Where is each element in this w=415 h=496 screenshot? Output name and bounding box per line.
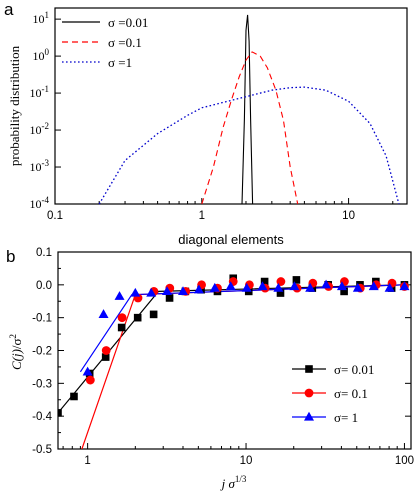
panel-b-marker-triangle (209, 282, 220, 292)
panel-b-ytick-label: -0.2 (32, 346, 52, 358)
panel-b-xtick-label: 100 (395, 455, 414, 467)
panel-b-marker-triangle (146, 287, 157, 297)
panel-a-xlabel: diagonal elements (178, 232, 284, 247)
panel-b-fit-line (79, 284, 405, 373)
panel-b-legend-label: σ= 1 (334, 410, 358, 425)
panel-b-marker-triangle (130, 287, 141, 297)
panel-b-ytick-label: -0.3 (32, 378, 52, 390)
panel-a-ytick-label: 10-3 (30, 158, 50, 174)
panel-a-frame (54, 7, 408, 205)
panel-a-ytick-label: 100 (33, 47, 50, 63)
panel-a-legend-label: σ =0.01 (108, 15, 148, 30)
panel-b-legend-marker (305, 365, 313, 373)
panel-b-marker-triangle (178, 286, 189, 295)
panel-a-series-line (98, 86, 400, 205)
panel-b-ytick-label: 0.1 (36, 247, 52, 259)
panel-b-marker-triangle (98, 309, 109, 318)
panel-a-xtick-label: 1 (199, 210, 205, 222)
panel-label-a: a (4, 0, 14, 19)
panel-b-legend-marker (304, 388, 314, 398)
panel-a-ytick-label: 101 (33, 10, 50, 26)
panel-b-marker-square (149, 310, 158, 319)
panel-b-marker-circle (101, 346, 111, 355)
panel-a-ytick-label: 10-4 (30, 195, 50, 211)
panel-b-marker-triangle (257, 281, 268, 291)
panel-b-ytick-label: -0.1 (32, 313, 52, 325)
panel-b-marker-square (70, 392, 78, 401)
panel-b-plot (58, 274, 410, 449)
panel-b-marker-square (101, 353, 110, 361)
panel-b-ytick-label: 0.0 (36, 280, 52, 292)
panel-a-series-line (201, 51, 299, 205)
panel-b-legend-label: σ= 0.1 (334, 386, 368, 401)
panel-a-xtick-label: 10 (342, 210, 355, 222)
panel-b-marker-triangle (305, 282, 316, 292)
panel-b-marker-square (260, 277, 269, 286)
panel-a-ytick-label: 10-1 (30, 84, 50, 100)
panel-b-xlabel: j σ1/3 (220, 474, 247, 491)
panel-b-xtick-label: 10 (240, 455, 253, 467)
panel-b-marker-square (133, 313, 142, 322)
panel-b-marker-triangle (352, 282, 363, 292)
panel-b-marker-triangle (162, 286, 173, 295)
panel-b-marker-triangle (241, 282, 252, 292)
panel-b-marker-triangle (193, 284, 204, 294)
panel-b-marker-circle (117, 313, 127, 323)
panel-b-marker-square (165, 294, 174, 302)
panel-b-marker-triangle (399, 281, 410, 291)
panel-a-xtick-label: 0.1 (47, 210, 63, 222)
panel-b-marker-triangle (82, 366, 93, 376)
panel-b-marker-triangle (273, 282, 284, 292)
panel-b-marker-square (58, 409, 62, 417)
panel-b-marker-triangle (289, 281, 300, 291)
panel-b-ytick-label: -0.5 (32, 444, 52, 456)
panel-b-marker-square (276, 289, 285, 297)
panel-b-ytick-label: -0.4 (32, 411, 52, 423)
panel-b-marker-square (117, 323, 126, 332)
panel-b-marker-triangle (336, 281, 347, 291)
panel-b-marker-square (292, 276, 301, 284)
panel-b-marker-triangle (321, 279, 332, 289)
panel-a-legend-label: σ =0.1 (108, 35, 142, 50)
panel-b-legend-marker (304, 411, 314, 421)
panel-b-ylabel: C(j)/σ2 (8, 334, 24, 370)
panel-b-marker-triangle (114, 291, 125, 300)
panel-b-marker-triangle (225, 281, 236, 291)
panel-b-marker-square (340, 287, 348, 296)
panel-a-series-line (241, 14, 254, 205)
panel-label-b: b (6, 247, 15, 266)
panel-b-marker-circle (85, 375, 95, 385)
panel-b-marker-triangle (384, 282, 395, 292)
panel-b-xtick-label: 1 (84, 455, 90, 467)
panel-a-ytick-label: 10-2 (30, 121, 50, 137)
panel-b-marker-triangle (368, 281, 379, 291)
panel-a-ylabel: probability distribution (7, 45, 22, 166)
panel-a-legend-label: σ =1 (108, 55, 132, 70)
panel-b-legend-label: σ= 0.01 (334, 362, 374, 377)
